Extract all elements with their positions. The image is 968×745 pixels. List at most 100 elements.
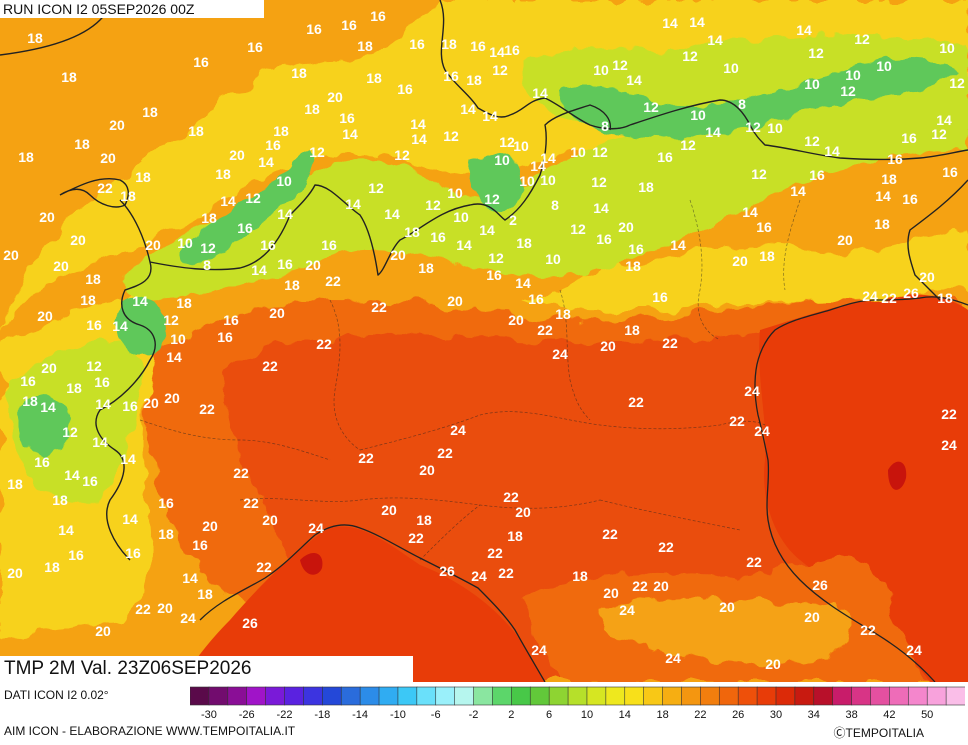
temperature-label: 16 xyxy=(504,42,520,58)
temperature-label: 10 xyxy=(593,62,609,78)
temperature-label: 18 xyxy=(881,171,897,187)
temperature-label: 18 xyxy=(638,179,654,195)
temperature-label: 18 xyxy=(215,166,231,182)
temperature-label: 22 xyxy=(537,322,553,338)
temperature-label: 16 xyxy=(86,317,102,333)
color-scale-swatch xyxy=(775,686,796,706)
temperature-label: 18 xyxy=(7,476,23,492)
temperature-label: 16 xyxy=(430,229,446,245)
temperature-label: 8 xyxy=(551,197,559,213)
color-scale-swatch xyxy=(907,686,928,706)
temperature-label: 10 xyxy=(939,40,955,56)
temperature-label: 22 xyxy=(316,336,332,352)
temperature-label: 16 xyxy=(397,81,413,97)
temperature-label: 10 xyxy=(545,251,561,267)
temperature-label: 16 xyxy=(657,149,673,165)
color-scale-tick-label: -22 xyxy=(276,709,293,721)
temperature-label: 16 xyxy=(68,547,84,563)
temperature-label: 14 xyxy=(40,399,56,415)
temperature-label: 22 xyxy=(658,539,674,555)
temperature-label: 14 xyxy=(166,349,182,365)
temperature-label: 16 xyxy=(223,312,239,328)
temperature-label: 18 xyxy=(416,512,432,528)
temperature-label: 22 xyxy=(503,489,519,505)
color-scale-tick-label: 2 xyxy=(508,709,515,721)
temperature-label: 20 xyxy=(618,219,634,235)
temperature-label: 16 xyxy=(902,191,918,207)
color-scale-swatch xyxy=(832,686,853,706)
temperature-label: 10 xyxy=(170,331,186,347)
temperature-label: 24 xyxy=(941,437,957,453)
color-scale-swatch xyxy=(851,686,872,706)
temperature-label: 20 xyxy=(164,390,180,406)
temperature-label: 22 xyxy=(97,180,113,196)
color-scale-tick-label: 6 xyxy=(546,709,553,721)
temperature-label: 12 xyxy=(443,128,459,144)
color-scale-swatch xyxy=(794,686,815,706)
color-scale-tick-label: -26 xyxy=(238,709,255,721)
temperature-label: 16 xyxy=(942,164,958,180)
temperature-label: 14 xyxy=(742,204,758,220)
temperature-label: 22 xyxy=(498,565,514,581)
color-scale-swatch xyxy=(889,686,909,706)
temperature-label: 18 xyxy=(937,290,953,306)
temperature-label: 10 xyxy=(447,185,463,201)
temperature-label: 16 xyxy=(528,291,544,307)
color-scale-swatch xyxy=(378,686,399,706)
temperature-label: 12 xyxy=(680,137,696,153)
temperature-label: 18 xyxy=(441,36,457,52)
temperature-label: 18 xyxy=(18,149,34,165)
data-source-text: DATI ICON I2 0.02° xyxy=(4,688,109,702)
hot-spot xyxy=(300,553,323,575)
temperature-label: 12 xyxy=(488,250,504,266)
temperature-label: 12 xyxy=(804,133,820,149)
temperature-label: 16 xyxy=(217,329,233,345)
temperature-label: 16 xyxy=(652,289,668,305)
temperature-label: 10 xyxy=(876,58,892,74)
temperature-label: 16 xyxy=(94,374,110,390)
temperature-label: 14 xyxy=(530,158,546,174)
temperature-label: 16 xyxy=(486,267,502,283)
color-scale-swatch xyxy=(662,686,683,706)
temperature-label: 18 xyxy=(404,224,420,240)
temperature-label: 12 xyxy=(612,57,628,73)
temperature-label: 16 xyxy=(265,137,281,153)
temperature-label: 18 xyxy=(188,123,204,139)
color-scale-swatch xyxy=(340,686,361,706)
alpine-highlands xyxy=(8,340,144,504)
color-scale-swatch xyxy=(548,686,569,706)
temperature-label: 22 xyxy=(602,526,618,542)
temperature-label: 18 xyxy=(572,568,588,584)
color-scale-swatch xyxy=(208,686,229,706)
color-scale-swatch xyxy=(492,686,512,706)
temperature-label: 12 xyxy=(394,147,410,163)
color-scale-ticks: -30 -26 -22 -18 -14 -10 -6 -2 2 6 10 14 18 22 26 30 34 38… xyxy=(190,709,965,723)
temperature-label: 24 xyxy=(754,423,770,439)
temperature-label: 10 xyxy=(690,107,706,123)
temperature-label: 14 xyxy=(670,237,686,253)
temperature-label: 20 xyxy=(305,257,321,273)
ligurian-sea xyxy=(180,526,545,682)
temperature-label: 10 xyxy=(540,172,556,188)
temperature-label: 18 xyxy=(357,38,373,54)
temperature-label: 22 xyxy=(256,559,272,575)
color-scale-tick-label: 42 xyxy=(883,709,896,721)
temperature-label: 14 xyxy=(875,188,891,204)
temperature-label: 14 xyxy=(532,85,548,101)
temperature-label: 14 xyxy=(482,108,498,124)
temperature-label: 16 xyxy=(277,256,293,272)
temperature-label: 16 xyxy=(596,231,612,247)
temperature-label: 24 xyxy=(531,642,547,658)
temperature-label: 20 xyxy=(919,269,935,285)
color-scale-swatch xyxy=(567,686,588,706)
temperature-label: 24 xyxy=(744,383,760,399)
temperature-label: 22 xyxy=(628,394,644,410)
color-scale-swatch xyxy=(624,686,645,706)
temperature-label: 10 xyxy=(177,235,193,251)
color-scale-swatch xyxy=(454,686,475,706)
color-scale-swatch xyxy=(473,686,494,706)
alpine-peaks xyxy=(18,395,71,456)
temperature-label: 16 xyxy=(809,167,825,183)
temperature-label: 18 xyxy=(625,258,641,274)
temperature-label: 14 xyxy=(705,124,721,140)
